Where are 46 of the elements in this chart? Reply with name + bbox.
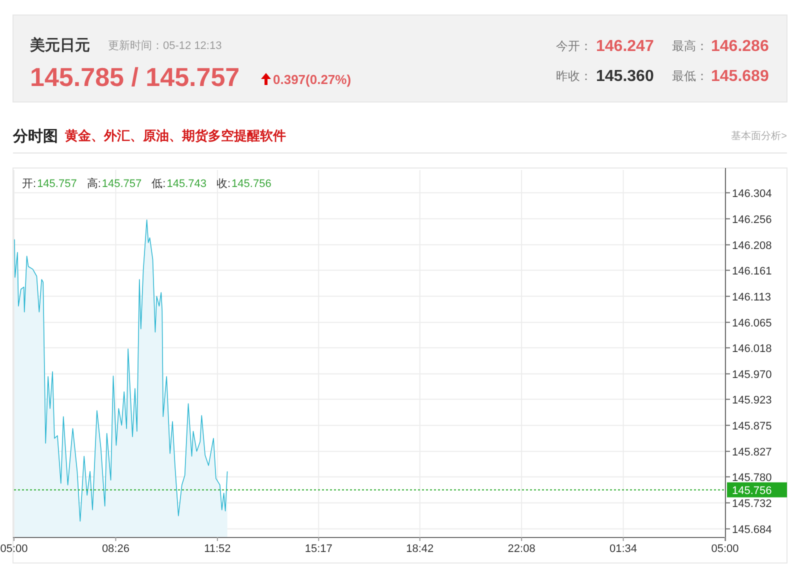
y-tick-label: 146.113 [732, 291, 771, 304]
text: 今开： [556, 39, 592, 53]
y-tick-label: 146.256 [732, 214, 772, 226]
text: 145.785 / 145.757 [30, 62, 240, 92]
x-tick-label: 11:52 [204, 543, 231, 555]
y-tick-label: 145.684 [732, 524, 772, 536]
text: 分时图 [12, 128, 58, 145]
x-tick-label: 08:26 [102, 543, 130, 555]
y-tick-label: 145.875 [732, 420, 772, 432]
x-tick-label: 15:17 [304, 543, 332, 555]
x-tick-label: 18:42 [406, 543, 434, 555]
chart-title: 美元日元 [29, 36, 90, 54]
text: 基本面分析> [731, 130, 788, 142]
text: 最高： [672, 39, 708, 53]
y-tick-label: 146.304 [732, 188, 772, 200]
text: 145.360 [596, 68, 654, 85]
y-tick-label: 146.208 [732, 240, 772, 252]
annotation: 低: [152, 178, 166, 190]
annotation: 开: [22, 178, 36, 190]
text: 146.286 [711, 38, 769, 55]
y-tick-label: 145.780 [732, 472, 772, 484]
annotation: 145.743 [166, 178, 206, 190]
text: 0.397(0.27%) [273, 72, 352, 87]
text: 146.247 [596, 38, 654, 55]
text: 昨收： [556, 69, 592, 83]
text: 黄金、外汇、原油、期货多空提醒软件 [64, 128, 286, 143]
x-tick-label: 05:00 [0, 543, 28, 555]
y-tick-label: 146.161 [732, 265, 772, 278]
annotation: 145.757 [37, 178, 77, 190]
annotation: 收: [216, 178, 231, 190]
annotation: 高: [86, 177, 101, 190]
annotation: 145.756 [232, 178, 272, 190]
y-tick-label: 145.732 [732, 498, 772, 510]
y-tick-label: 145.923 [732, 394, 772, 406]
text: 最低： [672, 69, 708, 83]
x-tick-label: 05:00 [711, 543, 739, 555]
annotation: 145.757 [102, 178, 142, 190]
y-tick-label: 146.065 [732, 317, 772, 330]
text: 145.689 [711, 68, 769, 85]
x-tick-label: 01:34 [610, 543, 638, 555]
x-tick-label: 22:08 [508, 543, 536, 555]
y-tick-label: 146.018 [732, 342, 772, 355]
ref-line-label: 145.756 [732, 484, 772, 497]
chart-subtitle: 更新时间：05-12 12:13 [108, 39, 222, 52]
y-tick-label: 145.970 [732, 368, 772, 381]
y-tick-label: 145.827 [732, 446, 772, 458]
